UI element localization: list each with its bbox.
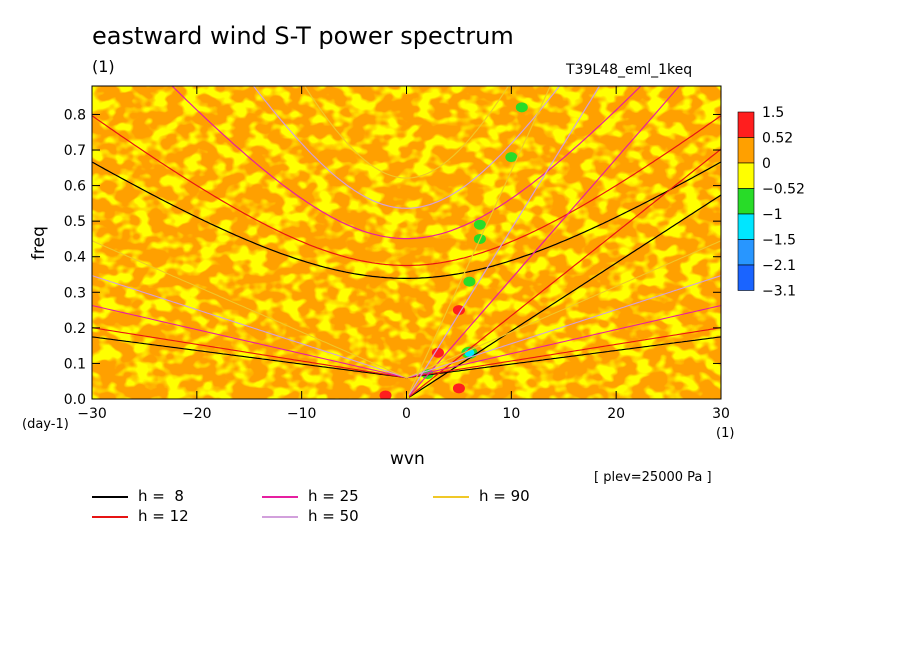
spot (452, 383, 465, 394)
plot-area (92, 86, 721, 399)
spot (515, 102, 528, 113)
y-tick-label: 0.4 (64, 250, 86, 266)
colorbar-label: −1.5 (762, 233, 796, 249)
legend-swatch (92, 496, 128, 498)
y-units-label: (day-1) (22, 417, 69, 432)
colorbar-segment (737, 111, 755, 138)
legend-label: h = 8 (138, 487, 184, 505)
dispersion-curve-ig (303, 86, 510, 179)
dispersion-curve-ig (92, 115, 721, 267)
y-tick-label: 0.5 (64, 214, 86, 230)
spot (431, 347, 444, 358)
colorbar-label: −2.1 (762, 258, 796, 274)
x-tick-label: 30 (712, 406, 730, 422)
y-tick-label: 0.8 (64, 107, 86, 123)
x-tick-label: 20 (607, 406, 625, 422)
colorbar-label: 0 (762, 156, 771, 172)
colorbar-segment (737, 162, 755, 189)
units-label: (1) (92, 57, 115, 76)
dispersion-curve-ig (171, 86, 642, 240)
legend-swatch (262, 516, 298, 518)
legend-label: h = 25 (308, 487, 359, 505)
dispersion-curve-kelvin (408, 86, 551, 394)
x-axis-label: wvn (390, 449, 425, 469)
dispersion-curve-kelvin (408, 194, 721, 398)
y-tick-label: 0.1 (64, 356, 86, 372)
colorbar-segment (737, 137, 755, 164)
y-tick-label: 0.7 (64, 143, 86, 159)
dispersion-curve-ig (252, 86, 561, 209)
x-units-label: (1) (716, 426, 735, 441)
x-tick-label: −20 (182, 406, 212, 422)
dispersion-curve-kelvin (408, 86, 601, 396)
colorbar-segment (737, 188, 755, 215)
x-tick-label: −10 (287, 406, 317, 422)
y-axis-label: freq (29, 226, 49, 260)
colorbar-label: −1 (762, 207, 783, 223)
colorbar-segment (737, 264, 755, 291)
spot (505, 152, 518, 163)
spot (463, 276, 476, 287)
dispersion-curves (92, 86, 721, 398)
legend-label: h = 90 (479, 487, 530, 505)
legend-label: h = 50 (308, 507, 359, 525)
y-axis: 0.0 0.1 0.2 0.3 0.4 0.5 0.6 0.7 0.8 (64, 107, 721, 408)
chart-title: eastward wind S-T power spectrum (92, 22, 514, 50)
colorbar: 1.5 0.52 0 −0.52 −1 −1.5 −2.1 −3.1 (737, 105, 805, 300)
colorbar-label: 1.5 (762, 105, 784, 121)
colorbar-label: −0.52 (762, 182, 805, 198)
x-tick-label: −30 (77, 406, 107, 422)
y-tick-label: 0.2 (64, 321, 86, 337)
spot (452, 305, 465, 316)
dispersion-curve-kelvin (408, 86, 681, 397)
colorbar-segment (737, 213, 755, 240)
y-tick-label: 0.0 (64, 392, 86, 408)
dispersion-curve-ig (92, 161, 721, 279)
plev-note: [ plev=25000 Pa ] (594, 470, 712, 485)
dispersion-curve-kelvin (408, 148, 721, 398)
field-mottle (92, 86, 721, 399)
y-tick-label: 0.6 (64, 179, 86, 195)
experiment-label: T39L48_eml_1keq (566, 62, 693, 78)
x-tick-label: 10 (502, 406, 520, 422)
legend-label: h = 12 (138, 507, 189, 525)
x-tick-label: 0 (402, 406, 411, 422)
dispersion-curve-low (92, 240, 721, 379)
legend-swatch (262, 496, 298, 498)
colorbar-label: 0.52 (762, 131, 793, 147)
spot (379, 390, 392, 399)
colorbar-label: −3.1 (762, 284, 796, 300)
colorbar-segment (737, 239, 755, 266)
y-tick-label: 0.3 (64, 285, 86, 301)
legend-swatch (92, 516, 128, 518)
legend-swatch (433, 496, 469, 498)
spot (473, 219, 486, 230)
x-axis: −30 −20 −10 0 10 20 30 (77, 86, 730, 422)
